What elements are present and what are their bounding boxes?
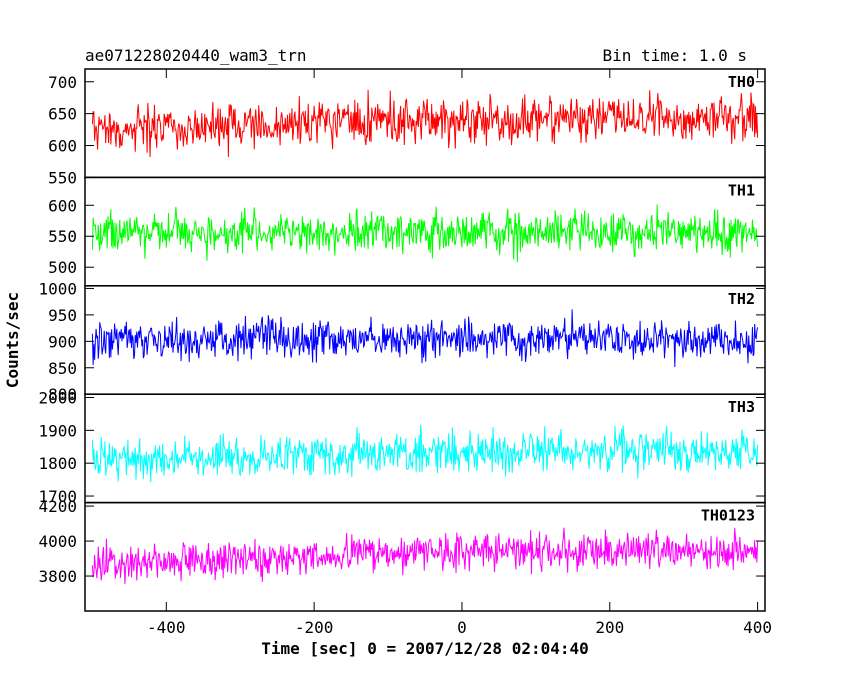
x-tick-label: 400 bbox=[743, 618, 772, 637]
y-tick-label: 550 bbox=[48, 227, 77, 246]
panel-label-th1: TH1 bbox=[728, 181, 755, 199]
series-line-th2 bbox=[91, 309, 759, 367]
y-tick-label: 900 bbox=[48, 332, 77, 351]
y-tick-label: 1800 bbox=[38, 454, 77, 473]
y-tick-label: 1000 bbox=[38, 279, 77, 298]
panel-label-th0123: TH0123 bbox=[701, 507, 755, 525]
y-tick-label: 4000 bbox=[38, 532, 77, 551]
y-tick-label: 4200 bbox=[38, 497, 77, 516]
x-axis: -400 -200 0 200 400 bbox=[147, 69, 772, 637]
y-tick-label: 800 bbox=[48, 385, 77, 404]
panel-th0: 550 600 650 700 TH0 bbox=[48, 68, 766, 187]
panel-label-th3: TH3 bbox=[728, 398, 755, 416]
chart-title: ae071228020440_wam3_trn bbox=[85, 46, 307, 65]
panel-th2: 800 850 900 950 1000 TH2 bbox=[38, 279, 766, 404]
y-tick-label: 1700 bbox=[38, 487, 77, 506]
y-tick-label: 550 bbox=[48, 168, 77, 187]
x-tick-label: -400 bbox=[147, 618, 186, 637]
series-line-th0123 bbox=[91, 527, 759, 585]
panel-th1: 500 550 600 TH1 bbox=[48, 176, 766, 287]
panel-frame bbox=[84, 501, 766, 612]
y-tick-label: 600 bbox=[48, 196, 77, 215]
series-line-th0 bbox=[91, 89, 759, 158]
y-tick-label: 1900 bbox=[38, 421, 77, 440]
y-tick-label: 3800 bbox=[38, 567, 77, 586]
x-tick-label: -200 bbox=[295, 618, 334, 637]
y-tick-label: 700 bbox=[48, 73, 77, 92]
y-tick-label: 850 bbox=[48, 359, 77, 378]
panel-label-th0: TH0 bbox=[728, 73, 755, 91]
panel-th3: 1700 1800 1900 2000 TH3 bbox=[38, 388, 766, 506]
x-tick-label: 200 bbox=[595, 618, 624, 637]
y-tick-label: 2000 bbox=[38, 388, 77, 407]
y-tick-label: 950 bbox=[48, 306, 77, 325]
x-axis-label: Time [sec] 0 = 2007/12/28 02:04:40 bbox=[261, 639, 589, 658]
panel-th0123: 3800 4000 4200 TH0123 bbox=[38, 497, 766, 612]
panels: 550 600 650 700 TH0 500 550 600 TH1 800 850 900 950 1… bbox=[38, 68, 766, 612]
y-tick-label: 500 bbox=[48, 258, 77, 277]
series-line-th3 bbox=[91, 424, 759, 483]
bin-time-label: Bin time: 1.0 s bbox=[603, 46, 748, 65]
y-axis-label: Counts/sec bbox=[3, 292, 22, 388]
x-tick-label: 0 bbox=[457, 618, 467, 637]
y-tick-label: 650 bbox=[48, 105, 77, 124]
y-tick-label: 600 bbox=[48, 137, 77, 156]
panel-label-th2: TH2 bbox=[728, 290, 755, 308]
series-line-th1 bbox=[91, 204, 759, 263]
